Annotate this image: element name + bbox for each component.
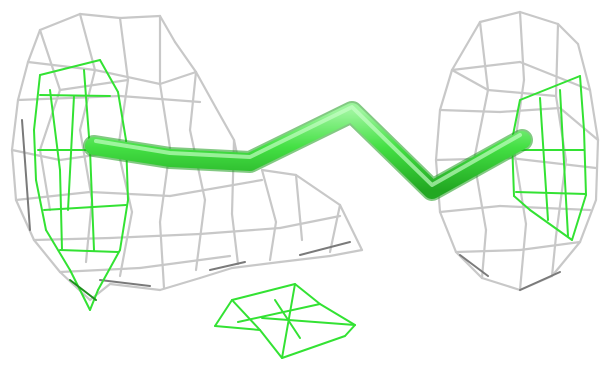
green-density-mesh — [33, 59, 587, 359]
ligand-stick-model — [83, 101, 533, 201]
